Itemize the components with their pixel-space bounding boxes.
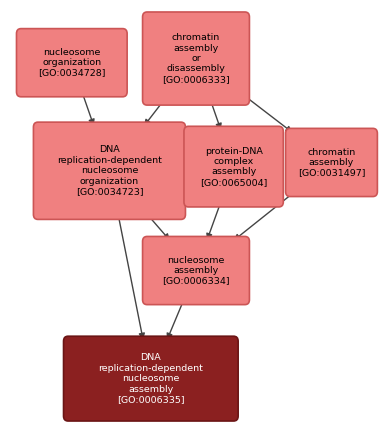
FancyBboxPatch shape	[184, 126, 283, 207]
Text: chromatin
assembly
or
disassembly
[GO:0006333]: chromatin assembly or disassembly [GO:00…	[162, 33, 230, 84]
FancyBboxPatch shape	[16, 29, 127, 97]
FancyBboxPatch shape	[285, 128, 377, 197]
Text: DNA
replication-dependent
nucleosome
assembly
[GO:0006335]: DNA replication-dependent nucleosome ass…	[98, 353, 203, 404]
Text: DNA
replication-dependent
nucleosome
organization
[GO:0034723]: DNA replication-dependent nucleosome org…	[57, 145, 162, 196]
Text: nucleosome
assembly
[GO:0006334]: nucleosome assembly [GO:0006334]	[162, 255, 230, 285]
FancyBboxPatch shape	[64, 336, 238, 421]
Text: nucleosome
organization
[GO:0034728]: nucleosome organization [GO:0034728]	[38, 48, 105, 78]
FancyBboxPatch shape	[143, 12, 249, 105]
Text: chromatin
assembly
[GO:0031497]: chromatin assembly [GO:0031497]	[298, 148, 365, 178]
FancyBboxPatch shape	[143, 236, 249, 305]
FancyBboxPatch shape	[33, 122, 185, 220]
Text: protein-DNA
complex
assembly
[GO:0065004]: protein-DNA complex assembly [GO:0065004…	[200, 146, 267, 187]
